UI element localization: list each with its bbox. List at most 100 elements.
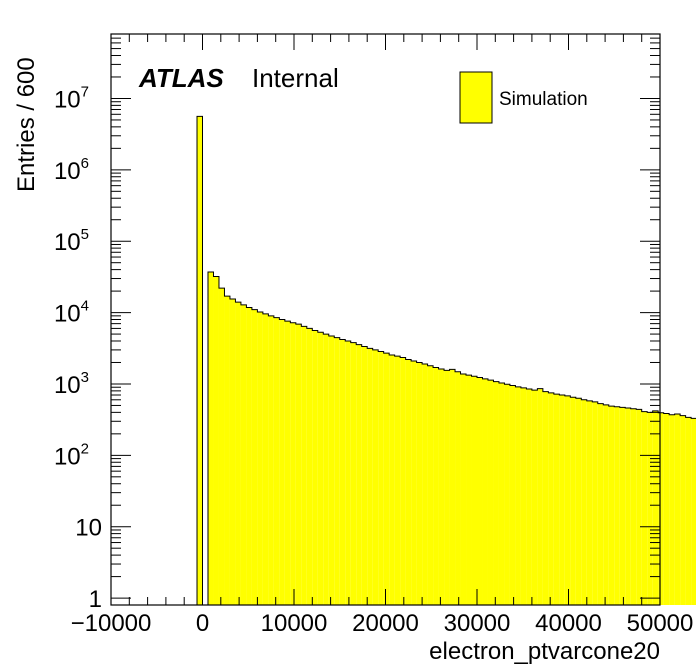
histogram-bar xyxy=(438,369,445,605)
histogram-bar xyxy=(652,410,659,605)
histogram-bar xyxy=(575,398,582,605)
histogram-bar xyxy=(405,359,412,605)
histogram-bar xyxy=(240,304,247,605)
x-tick-label: 40000 xyxy=(535,610,602,637)
histogram-bar xyxy=(389,354,395,605)
histogram-bar xyxy=(328,335,335,605)
histogram-bar xyxy=(268,315,274,605)
histogram-bar xyxy=(317,332,324,605)
histogram-bar xyxy=(460,373,467,605)
histogram-bar xyxy=(603,404,609,605)
histogram-bar xyxy=(444,370,450,605)
histogram-bar xyxy=(273,317,280,605)
y-tick-label: 10 xyxy=(75,515,102,542)
x-tick-label: 50000 xyxy=(627,610,694,637)
histogram-bar xyxy=(586,400,593,605)
histogram-bar xyxy=(685,417,692,605)
x-tick-label: 20000 xyxy=(352,610,419,637)
y-tick-label: 106 xyxy=(54,155,89,185)
histogram-bar xyxy=(207,272,214,605)
histogram-bar xyxy=(246,307,252,605)
histogram-bar xyxy=(619,407,626,605)
histogram-bar xyxy=(213,276,219,605)
histogram-outline xyxy=(196,115,696,606)
histogram-bar xyxy=(537,388,543,605)
histogram-bar xyxy=(367,348,373,605)
histogram-bar xyxy=(669,414,675,605)
histogram-bar xyxy=(449,369,456,605)
histogram-bar xyxy=(608,406,615,605)
histogram-bar xyxy=(630,408,637,605)
histogram-bar xyxy=(427,365,434,605)
histogram-bar xyxy=(641,411,648,605)
histogram-bar xyxy=(477,377,483,605)
histogram-bar xyxy=(279,319,285,605)
y-tick-label: 103 xyxy=(54,369,89,399)
histogram-bar xyxy=(301,326,307,605)
histogram-bar xyxy=(383,353,390,605)
histogram-bar xyxy=(235,302,241,605)
x-tick-label: 30000 xyxy=(444,610,511,637)
histogram-bar xyxy=(197,116,203,606)
histogram-bar xyxy=(531,390,538,605)
histogram-bar xyxy=(691,418,696,605)
histogram-bar xyxy=(339,339,346,605)
histogram-bar xyxy=(680,415,686,605)
histogram-bar xyxy=(614,406,620,605)
histogram-bar xyxy=(218,288,225,605)
histogram-bars xyxy=(196,115,696,606)
histogram-bar xyxy=(372,349,379,605)
histogram-bar xyxy=(290,322,296,605)
histogram-bar xyxy=(224,296,230,605)
histogram-bar xyxy=(356,344,362,605)
histogram-bar xyxy=(284,321,291,605)
histogram-bar xyxy=(542,391,549,605)
internal-label: Internal xyxy=(252,63,339,93)
histogram-bar xyxy=(515,386,521,605)
histogram-bar xyxy=(251,309,258,605)
histogram-bar xyxy=(553,394,560,605)
atlas-label: ATLAS xyxy=(138,63,224,93)
histogram-bar xyxy=(581,399,587,605)
histogram-bar xyxy=(422,364,428,605)
histogram-bar xyxy=(498,383,505,605)
histogram-bar xyxy=(559,395,565,605)
histogram-bar xyxy=(592,401,598,605)
histogram-bar xyxy=(361,346,368,605)
histogram-bar xyxy=(520,387,527,605)
histogram-bar xyxy=(471,376,477,605)
histogram-bar xyxy=(306,328,313,605)
histogram-bar xyxy=(658,412,664,605)
histogram-bar xyxy=(400,357,406,605)
histogram-bar xyxy=(323,334,329,605)
y-tick-label: 105 xyxy=(54,226,89,256)
histogram-bar xyxy=(647,412,653,605)
histogram-bar xyxy=(674,413,681,605)
histogram-bar xyxy=(262,313,269,605)
histogram-bar xyxy=(416,362,423,605)
histogram-bar xyxy=(229,298,236,605)
histogram-bar xyxy=(257,311,263,605)
histogram-bar xyxy=(548,392,554,605)
histogram-bar xyxy=(509,385,516,605)
histogram-bar xyxy=(411,360,417,605)
histogram-bar xyxy=(625,408,631,605)
histogram-bar xyxy=(466,375,472,605)
y-tick-label: 107 xyxy=(54,83,89,113)
x-tick-label: 0 xyxy=(196,610,209,637)
histogram-bar xyxy=(663,413,670,605)
histogram-bar xyxy=(636,409,642,605)
histogram-bar xyxy=(433,367,439,605)
histogram-bar xyxy=(455,371,461,605)
histogram-bar xyxy=(526,388,532,605)
y-tick-label: 104 xyxy=(54,298,89,328)
legend-swatch-simulation xyxy=(459,71,493,124)
x-axis-title: electron_ptvarcone20 xyxy=(429,638,660,665)
legend-entry-simulation: Simulation xyxy=(499,89,588,110)
histogram-bar xyxy=(493,381,499,605)
x-tick-label: 10000 xyxy=(261,610,328,637)
histogram-bar xyxy=(334,337,340,605)
histogram-bar xyxy=(350,342,357,605)
histogram-bar xyxy=(312,330,318,605)
